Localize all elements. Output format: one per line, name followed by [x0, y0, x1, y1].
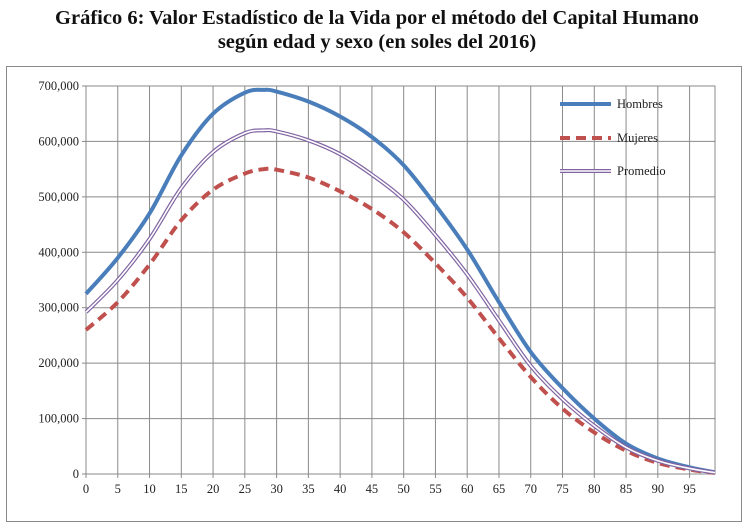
chart-title-line-1: Gráfico 6: Valor Estadístico de la Vida …: [55, 7, 699, 29]
x-tick-label: 5: [115, 482, 121, 496]
x-tick-label: 45: [366, 482, 379, 496]
legend-label-hombres: Hombres: [617, 97, 663, 111]
x-tick-label: 15: [175, 482, 188, 496]
legend-label-mujeres: Mujeres: [617, 131, 658, 145]
x-tick-label: 80: [588, 482, 601, 496]
x-tick-label: 60: [461, 482, 474, 496]
y-tick-label: 400,000: [38, 245, 79, 259]
x-tick-label: 0: [83, 482, 89, 496]
x-tick-label: 90: [652, 482, 665, 496]
x-tick-label: 85: [620, 482, 633, 496]
x-tick-label: 20: [207, 482, 220, 496]
y-tick-label: 600,000: [38, 134, 79, 148]
line-chart: 0 100,000 200,000 300,000 400,000 500,000 600,…: [38, 79, 716, 496]
series-line-mujeres: [84, 166, 716, 475]
plot-area: [85, 85, 716, 475]
x-tick-label: 10: [143, 482, 156, 496]
x-tick-label: 70: [524, 482, 537, 496]
x-tick-label: 65: [493, 482, 506, 496]
x-tick-label: 75: [556, 482, 569, 496]
y-tick-label: 0: [73, 467, 79, 481]
legend-label-promedio: Promedio: [617, 164, 666, 178]
x-tick-label: 50: [397, 482, 410, 496]
y-tick-label: 700,000: [38, 79, 79, 93]
x-tick-label: 35: [302, 482, 315, 496]
x-tick-label: 25: [239, 482, 252, 496]
chart-title: Gráfico 6: Valor Estadístico de la Vida …: [0, 6, 754, 54]
y-tick-label: 500,000: [38, 190, 79, 204]
y-tick-label: 200,000: [38, 356, 79, 370]
x-tick-label: 55: [429, 482, 442, 496]
series-line-hombres: [84, 87, 716, 475]
y-tick-label: 300,000: [38, 301, 79, 315]
x-tick-label: 30: [270, 482, 283, 496]
y-tick-label: 100,000: [38, 412, 79, 426]
chart-frame: 0 100,000 200,000 300,000 400,000 500,000 600,…: [6, 66, 742, 522]
x-tick-label: 40: [334, 482, 347, 496]
x-tick-label: 95: [683, 482, 696, 496]
series-line-promedio-inner: [85, 129, 716, 474]
chart-title-line-2: según edad y sexo (en soles del 2016): [217, 31, 537, 53]
